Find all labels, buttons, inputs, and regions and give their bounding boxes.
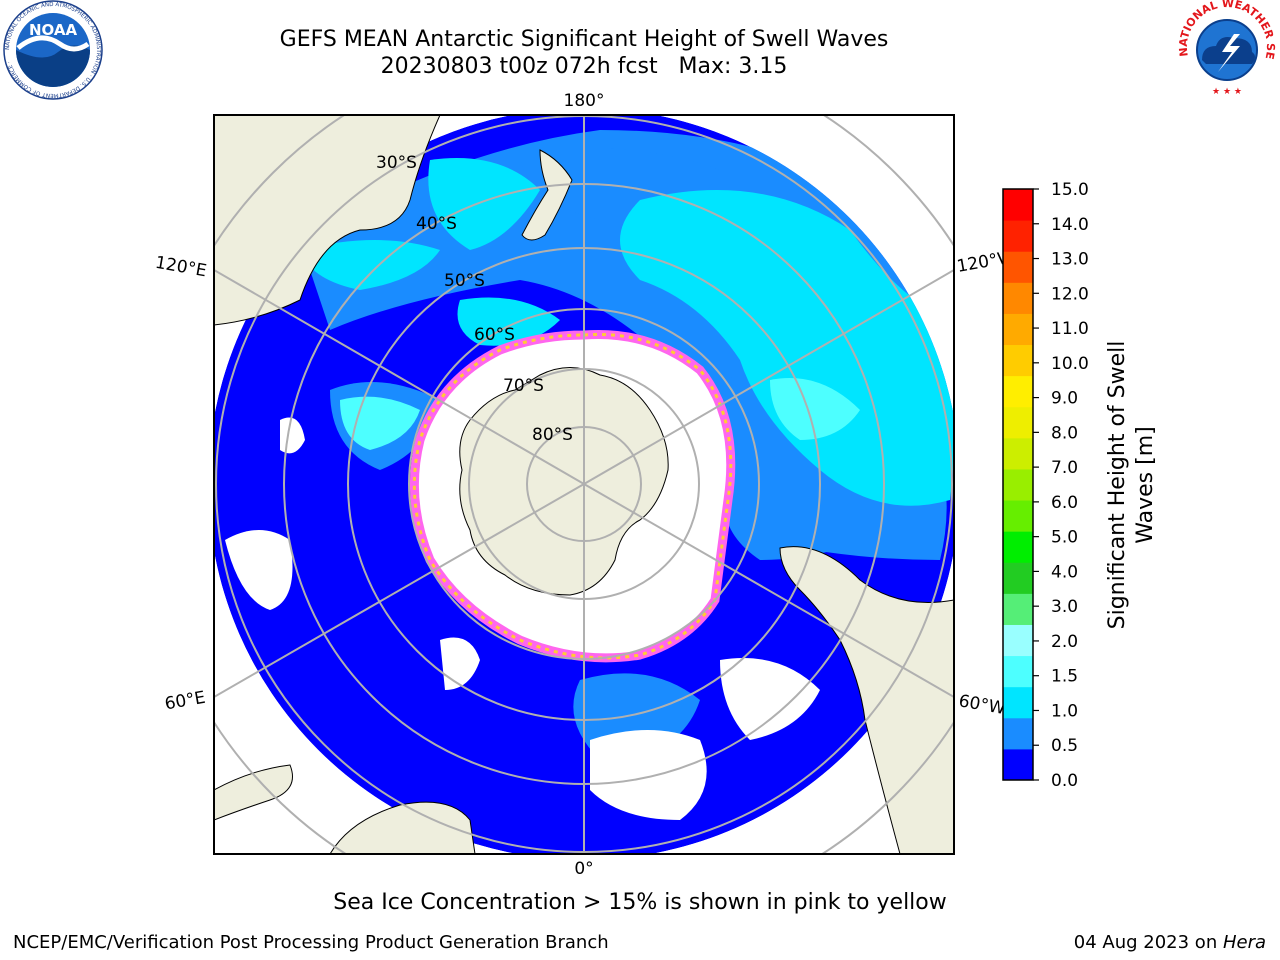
colorbar-tick-label: 3.0: [1051, 597, 1078, 617]
map-subtitle: 20230803 t00z 072h fcst Max: 3.15: [380, 54, 788, 79]
lon-label-180: 180°: [564, 91, 605, 111]
colorbar-tick-label: 4.0: [1051, 562, 1078, 582]
colorbar-swatch: [1003, 748, 1033, 781]
south-america-land: [779, 546, 954, 854]
lat-label-40s: 40°S: [416, 214, 457, 234]
sea-ice-edge: [412, 332, 733, 660]
credit-text: NCEP/EMC/Verification Post Processing Pr…: [13, 932, 609, 953]
africa-land: [329, 801, 476, 854]
colorbar-swatch: [1003, 189, 1033, 221]
colorbar-swatch: [1003, 531, 1033, 563]
map-frame: [213, 114, 955, 855]
colorbar-swatch: [1003, 313, 1033, 346]
colorbar-tick-label: 15.0: [1051, 180, 1089, 200]
lon-label-0: 0°: [574, 859, 593, 879]
colorbar-tick-label: 9.0: [1051, 389, 1078, 409]
date-prefix: 04 Aug 2023 on: [1073, 932, 1223, 953]
lat-label-70s: 70°S: [503, 376, 544, 396]
colorbar-swatch: [1003, 500, 1033, 532]
map-title: GEFS MEAN Antarctic Significant Height o…: [279, 27, 889, 52]
lon-label-60w: 60°W: [957, 691, 1007, 719]
colorbar-label-line2: Waves [m]: [1133, 426, 1158, 543]
lat-label-50s: 50°S: [444, 271, 485, 291]
colorbar-swatch: [1003, 282, 1033, 314]
colorbar-tick-label: 8.0: [1051, 423, 1078, 443]
colorbar-swatch: [1003, 344, 1033, 377]
colorbar-tick-label: 6.0: [1051, 493, 1078, 513]
colorbar-tick-label: 11.0: [1051, 319, 1089, 339]
colorbar-swatch: [1003, 717, 1033, 750]
machine-name: Hera: [1222, 932, 1266, 953]
swell-1.0-1.5-region: [620, 190, 954, 506]
nws-logo: NATIONAL WEATHER SERVICE ★ ★ ★: [1174, 0, 1277, 98]
colorbar-tick-label: 7.0: [1051, 458, 1078, 478]
colorbar-tick-label: 0.0: [1051, 771, 1078, 791]
colorbar-tick-label: 1.5: [1051, 667, 1078, 687]
colorbar-swatch: [1003, 468, 1033, 501]
lat-label-80s: 80°S: [532, 425, 573, 445]
colorbar-tick-label: 5.0: [1051, 528, 1078, 548]
colorbar-tick-label: 13.0: [1051, 250, 1089, 270]
date-text: 04 Aug 2023 on Hera: [1074, 932, 1266, 953]
colorbar-tick-label: 10.0: [1051, 354, 1089, 374]
noaa-logo: NATIONAL OCEANIC AND ATMOSPHERIC ADMINIS…: [3, 0, 103, 100]
colorbar: 15.0 14.0 13.0 12.0 11.0 10.0 9.0 8.0 7.0 6.0 5.0 4…: [1002, 180, 1089, 791]
longitude-gridlines: [214, 115, 954, 854]
colorbar-swatch: [1003, 251, 1033, 283]
colorbar-tick-label: 1.0: [1051, 701, 1078, 721]
lat-label-60s: 60°S: [474, 325, 515, 345]
colorbar-swatch: [1003, 437, 1033, 470]
colorbar-swatch: [1003, 375, 1033, 408]
colorbar-tick-label: 2.0: [1051, 632, 1078, 652]
antarctica-land: [459, 367, 669, 596]
colorbar-swatch: [1003, 406, 1033, 439]
lat-label-30s: 30°S: [376, 153, 417, 173]
svg-text:★ ★ ★: ★ ★ ★: [1212, 87, 1242, 97]
colorbar-tick-label: 0.5: [1051, 736, 1078, 756]
colorbar-swatch: [1003, 220, 1033, 252]
noaa-logo-text: NOAA: [29, 21, 78, 39]
colorbar-swatch: [1003, 562, 1033, 594]
colorbar-swatch: [1003, 686, 1033, 719]
colorbar-swatch: [1003, 655, 1033, 688]
colorbar-label-line1: Significant Height of Swell: [1105, 341, 1130, 630]
colorbar-swatch: [1003, 593, 1033, 625]
colorbar-swatch: [1003, 624, 1033, 657]
lon-label-60e: 60°E: [163, 688, 207, 715]
sea-ice-note: Sea Ice Concentration > 15% is shown in …: [333, 890, 947, 915]
colorbar-tick-label: 14.0: [1051, 215, 1089, 235]
madagascar-land: [214, 764, 293, 821]
lon-label-120e: 120°E: [154, 253, 208, 282]
colorbar-frame: [1002, 188, 1034, 781]
colorbar-tick-label: 12.0: [1051, 284, 1089, 304]
